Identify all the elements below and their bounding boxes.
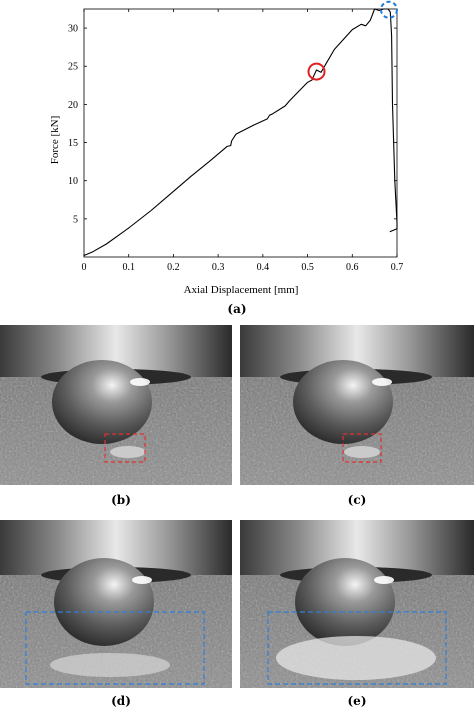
plot-area (83, 8, 398, 258)
x-tick-label: 0.1 (122, 262, 135, 273)
y-tick-label: 10 (68, 176, 78, 187)
photo-b (0, 325, 232, 485)
y-tick-label: 30 (68, 24, 78, 35)
x-tick-label: 0.6 (346, 262, 359, 273)
photo-e (240, 520, 474, 688)
photo-d-highlight-box (25, 611, 205, 685)
y-tick-label: 20 (68, 100, 78, 111)
red-circle-marker (307, 62, 326, 81)
y-tick-label: 5 (73, 214, 78, 225)
y-axis-label: Force [kN] (49, 116, 61, 165)
y-axis-ticks: 5 10 15 20 25 30 (68, 24, 397, 225)
photo-d (0, 520, 232, 688)
photo-c-highlight-box (342, 433, 382, 463)
x-tick-label: 0.2 (167, 262, 180, 273)
annotation-layer (307, 0, 398, 81)
x-tick-label: 0 (82, 262, 87, 273)
x-tick-label: 0.3 (212, 262, 225, 273)
blue-dashed-circle-marker (379, 0, 398, 19)
force-displacement-chart: 0 0.1 0.2 0.3 0.4 0.5 0.6 0.7 5 10 15 20 25 30 Axial… (49, 0, 404, 296)
x-axis-ticks: 0 0.1 0.2 0.3 0.4 0.5 0.6 0.7 (82, 9, 404, 273)
series-layer (83, 8, 398, 257)
panel-label-e: (e) (348, 694, 367, 708)
photo-e-highlight-box (267, 611, 447, 685)
x-tick-label: 0.5 (301, 262, 314, 273)
panel-label-b: (b) (111, 493, 131, 507)
x-tick-label: 0.4 (257, 262, 270, 273)
photo-b-highlight-box (104, 433, 146, 463)
y-tick-label: 25 (68, 62, 78, 73)
photo-c (240, 325, 474, 485)
y-tick-label: 15 (68, 138, 78, 149)
x-tick-label: 0.7 (391, 262, 404, 273)
series-line (83, 8, 398, 257)
x-axis-label: Axial Displacement [mm] (184, 284, 299, 296)
panel-label-a: (a) (227, 302, 246, 316)
panel-label-d: (d) (111, 694, 131, 708)
panel-label-c: (c) (348, 493, 367, 507)
